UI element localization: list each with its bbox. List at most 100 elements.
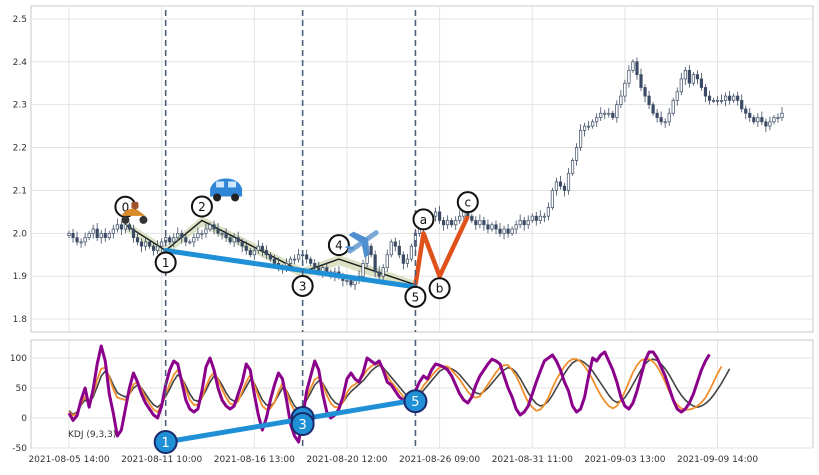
candle-body [224,232,228,238]
kdj-series [67,344,731,444]
wave-label-circle [428,277,451,300]
candle-body [369,245,373,256]
x-tick-label: 2021-08-05 14:00 [28,455,109,465]
price-y-tick: 2.5 [13,15,27,25]
candle-body [470,215,474,221]
candle-body [135,237,140,243]
scooter-body [121,208,146,216]
candle-body [627,69,631,84]
candle-body [147,241,152,247]
candle-body [562,185,567,191]
candle-body [83,237,87,243]
candle-body [643,87,647,97]
kdj-indicator-label: KDJ (9,3,3) [68,430,116,440]
candle-body [675,91,679,101]
candle-body [695,74,699,80]
candle-body [478,220,482,226]
candle-body [554,181,559,191]
candle-body [212,224,216,230]
candle-body [611,112,615,118]
wave-label-circle [404,285,427,308]
candle-body [607,112,611,115]
wave-label-circle [412,208,435,231]
candle-body [715,100,720,102]
wave-label-circle [291,274,314,297]
x-tick-label: 2021-08-26 09:00 [399,455,480,465]
kdj-marker-label: 3 [298,418,306,433]
candle-body [442,220,446,226]
candle-body [691,74,695,84]
airplane-icon [344,230,379,258]
candle-body [558,181,563,187]
candle-body [156,245,160,251]
candle-body [240,241,244,247]
candle-body [236,237,240,243]
candle-body [667,112,671,123]
candle-body [655,112,659,118]
candle-body [707,95,712,101]
candle-body [152,245,156,251]
candle-body [506,228,510,234]
candle-body [131,228,136,238]
candle-body [752,117,756,123]
candle-body [385,254,389,269]
candle-body [631,61,635,71]
wave-label: b [436,282,444,296]
candle-body [244,245,248,251]
candle-body [538,215,542,221]
candle-body [361,263,365,277]
wave-label-circle [456,191,479,214]
candle-body [139,241,144,247]
candle-body [490,224,494,230]
candle-body [345,280,349,282]
candle-body [522,220,526,226]
car-window [228,181,237,188]
candle-body [79,241,83,244]
candle-body [401,254,405,264]
candle-body [736,95,740,101]
wave-label: 5 [412,290,420,304]
price-y-tick: 2.2 [13,144,27,154]
wave-label: 1 [162,256,170,270]
candle-body [268,254,273,260]
candle-body [160,241,164,247]
scooter-wheel [121,215,130,224]
kdj-marker [403,389,428,414]
candle-body [744,108,748,114]
candle-body [454,220,458,226]
kdj-marker [290,412,315,436]
scooter-wheel [139,215,148,224]
candle-body [409,245,413,260]
wave-label-circle [190,195,213,218]
candle-body [776,117,780,119]
candle-body [494,224,498,230]
x-tick-label: 2021-08-16 13:00 [214,455,295,465]
candle-body [325,267,329,273]
candle-body [184,237,188,243]
candle-body [260,245,264,251]
candle-body [188,241,192,244]
candle-body [200,232,204,235]
kdj-trend-line [163,397,418,445]
impulse-line [413,215,470,286]
candle-body [216,228,220,234]
candle-body [433,211,438,217]
candle-body [103,232,107,238]
candle-body [67,232,71,236]
candle-body [587,125,591,128]
candle-body [377,271,381,277]
kdj-y-tick: 50 [16,384,28,394]
kdj-y-tick: -50 [12,444,27,454]
wave-labels: 0 1 2 3 4 5 a b c [114,191,479,308]
candle-body [309,258,313,264]
airplane-wing [361,238,370,258]
wave-label-circle [327,234,350,257]
car-icon [210,178,243,202]
candle-body [748,112,752,118]
car-window [216,181,225,188]
candle-body [651,104,655,114]
wave-label: 2 [198,200,206,214]
candle-body [107,232,111,238]
